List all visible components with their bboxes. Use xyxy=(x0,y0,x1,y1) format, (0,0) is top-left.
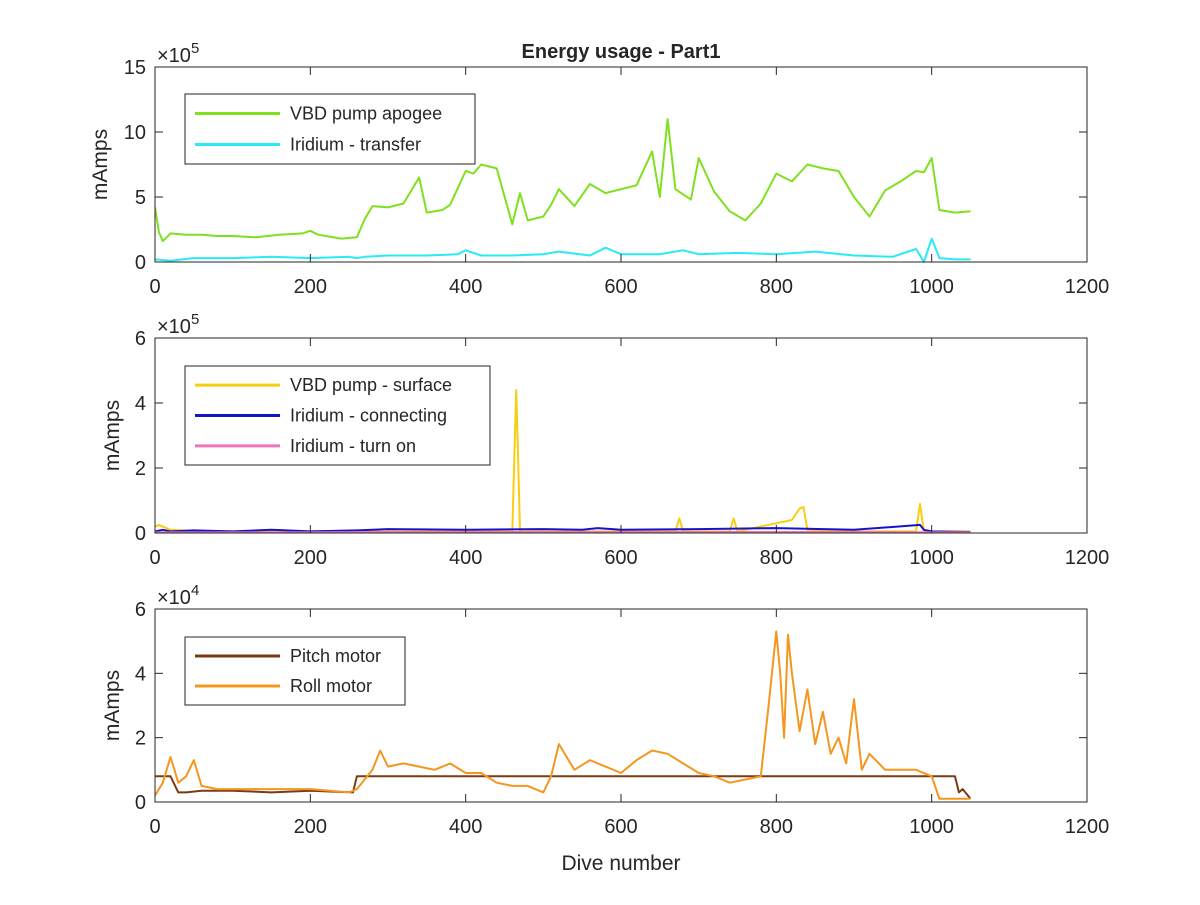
legend: Pitch motor Roll motor xyxy=(185,637,405,705)
legend-entry: VBD pump apogee xyxy=(290,104,442,124)
x-axis-label: Dive number xyxy=(561,852,680,875)
x-tick-label: 400 xyxy=(449,276,482,298)
legend-entry: Roll motor xyxy=(290,676,372,696)
y-tick-label: 2 xyxy=(135,458,146,480)
legend: VBD pump - surface Iridium - connecting Ir… xyxy=(185,366,490,465)
x-tick-label: 600 xyxy=(604,276,637,298)
x-tick-label: 0 xyxy=(149,816,160,838)
y-tick-label: 2 xyxy=(135,728,146,750)
subplot-1: 0 200 400 600 800 1000 1200 0 5 10 15 ×105 mAmps Ener… xyxy=(89,40,1109,298)
x-tick-label: 400 xyxy=(449,547,482,569)
y-tick-label: 0 xyxy=(135,252,146,274)
x-tick-label: 1200 xyxy=(1065,816,1110,838)
y-tick-label: 15 xyxy=(124,57,146,79)
x-tick-label: 800 xyxy=(760,547,793,569)
y-axis-label: mAmps xyxy=(89,129,112,200)
x-tick-label: 400 xyxy=(449,816,482,838)
x-tick-label: 200 xyxy=(294,547,327,569)
x-tick-label: 1000 xyxy=(909,547,954,569)
y-tick-label: 4 xyxy=(135,393,146,415)
x-tick-label: 600 xyxy=(604,816,637,838)
x-tick-label: 200 xyxy=(294,816,327,838)
x-tick-label: 1200 xyxy=(1065,276,1110,298)
y-axis-label: mAmps xyxy=(101,400,124,471)
chart-title: Energy usage - Part1 xyxy=(522,41,721,63)
x-tick-label: 1000 xyxy=(909,816,954,838)
x-tick-label: 200 xyxy=(294,276,327,298)
x-tick-label: 800 xyxy=(760,276,793,298)
legend-entry: Iridium - turn on xyxy=(290,436,416,456)
legend-entry: Pitch motor xyxy=(290,646,381,666)
y-tick-label: 4 xyxy=(135,663,146,685)
y-tick-label: 0 xyxy=(135,523,146,545)
x-tick-label: 600 xyxy=(604,547,637,569)
x-tick-label: 0 xyxy=(149,547,160,569)
x-tick-label: 1200 xyxy=(1065,547,1110,569)
x-tick-label: 1000 xyxy=(909,276,954,298)
y-axis-exponent: ×104 xyxy=(157,582,199,609)
x-tick-label: 800 xyxy=(760,816,793,838)
y-tick-label: 10 xyxy=(124,122,146,144)
y-tick-label: 0 xyxy=(135,792,146,814)
y-tick-label: 6 xyxy=(135,599,146,621)
y-tick-label: 5 xyxy=(135,187,146,209)
legend-entry: VBD pump - surface xyxy=(290,375,452,395)
legend-entry: Iridium - connecting xyxy=(290,406,447,426)
subplot-2: 0 200 400 600 800 1000 1200 0 2 4 6 ×105 mAmps VBD pu… xyxy=(101,311,1109,569)
y-axis-label: mAmps xyxy=(101,670,124,741)
legend-entry: Iridium - transfer xyxy=(290,135,421,155)
y-axis-exponent: ×105 xyxy=(157,311,199,338)
y-tick-label: 6 xyxy=(135,328,146,350)
subplot-3: 0 200 400 600 800 1000 1200 0 2 4 6 ×104 mAmps Dive n… xyxy=(101,582,1109,875)
legend: VBD pump apogee Iridium - transfer xyxy=(185,94,475,164)
y-axis-exponent: ×105 xyxy=(157,40,199,67)
x-tick-label: 0 xyxy=(149,276,160,298)
